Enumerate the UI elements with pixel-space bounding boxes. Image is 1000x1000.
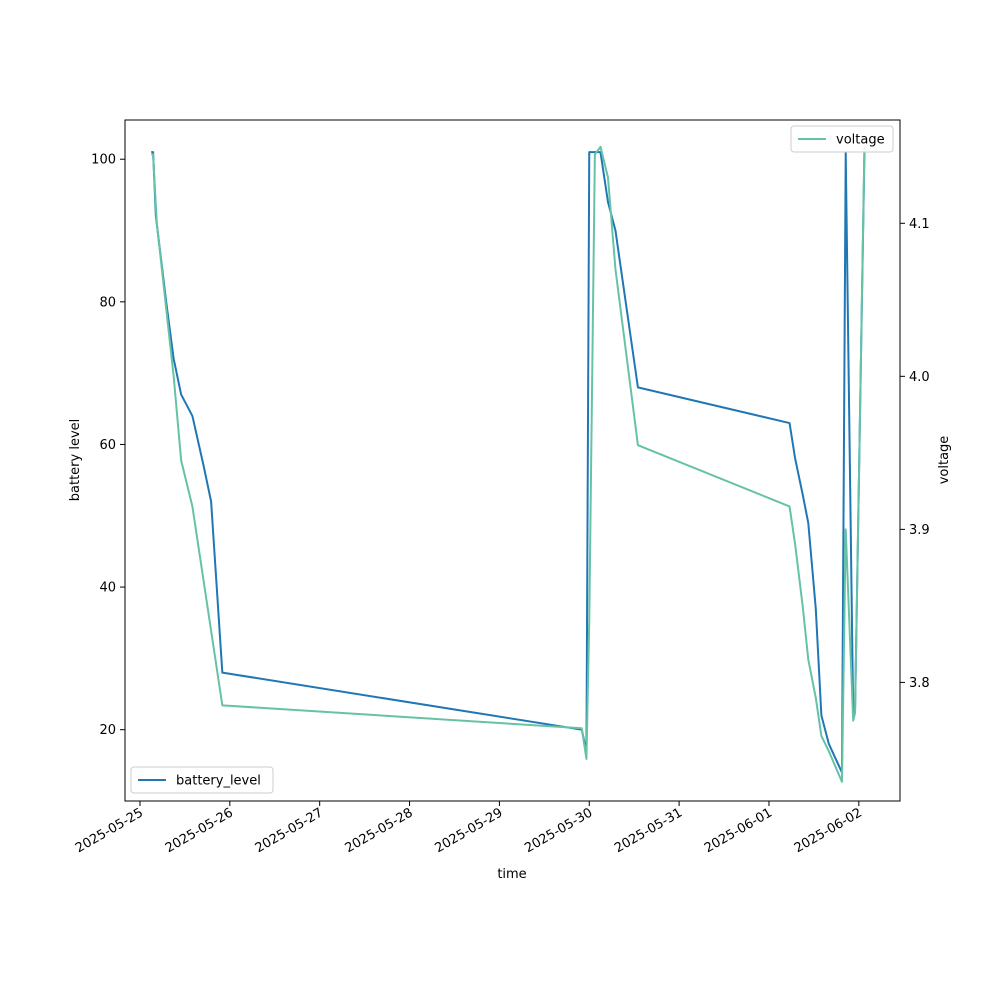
- y2-tick-label: 4.0: [909, 370, 930, 385]
- y-axis-left: 20 40 60 80 100: [91, 153, 125, 738]
- series-layer: [151, 145, 866, 783]
- x-axis-title: time: [497, 867, 526, 882]
- legend-battery-level: battery_level: [130, 766, 274, 794]
- y2-tick-label: 4.1: [909, 217, 930, 232]
- y2-tick-label: 3.9: [909, 523, 930, 538]
- series-line-voltage: [151, 145, 866, 783]
- y-tick-label: 20: [99, 723, 116, 738]
- plot-frame: [124, 119, 901, 802]
- y-tick-label: 40: [99, 581, 116, 596]
- legend-battery-level-label: battery_level: [176, 774, 261, 789]
- y-tick-label: 80: [99, 295, 116, 310]
- y-axis-right: 3.8 3.9 4.0 4.1: [900, 217, 930, 691]
- legend-voltage: voltage: [790, 125, 894, 153]
- y-axis-left-title: battery level: [68, 419, 83, 502]
- series-line-battery-level: [151, 151, 866, 774]
- y-tick-label: 100: [91, 153, 116, 168]
- y-tick-label: 60: [99, 438, 116, 453]
- y-axis-right-title: voltage: [937, 436, 952, 485]
- legend-battery-level-box: [130, 766, 274, 794]
- legend-voltage-label: voltage: [836, 133, 885, 148]
- y2-tick-label: 3.8: [909, 676, 930, 691]
- legend-voltage-box: [790, 125, 894, 153]
